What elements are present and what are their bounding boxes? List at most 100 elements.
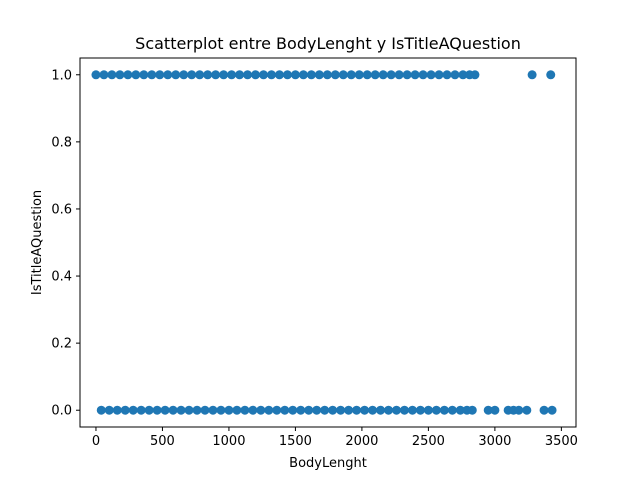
scatter-point <box>376 405 386 415</box>
y-tick-label: 0.4 <box>51 270 72 285</box>
scatter-point <box>322 70 332 80</box>
scatter-point <box>450 70 460 80</box>
scatter-point <box>386 70 396 80</box>
scatter-point <box>251 70 261 80</box>
scatter-point <box>139 70 149 80</box>
scatter-point <box>338 70 348 80</box>
scatter-point <box>163 70 173 80</box>
scatter-point <box>360 405 370 415</box>
scatter-point <box>415 405 425 415</box>
scatter-point <box>378 70 388 80</box>
x-tick-label: 2000 <box>345 434 378 449</box>
scatter-point <box>458 70 468 80</box>
scatter-point <box>99 70 109 80</box>
scatter-point <box>274 70 284 80</box>
scatter-point <box>490 405 500 415</box>
scatter-point <box>160 405 170 415</box>
scatter-point <box>147 70 157 80</box>
scatter-point <box>168 405 178 415</box>
scatter-point <box>288 405 298 415</box>
scatter-point <box>184 405 194 415</box>
scatter-point <box>402 70 412 80</box>
scatter-point <box>216 405 226 415</box>
x-tick-label: 0 <box>92 434 100 449</box>
scatter-point <box>112 405 122 415</box>
scatter-point <box>211 70 221 80</box>
scatter-point <box>336 405 346 415</box>
scatter-point <box>200 405 210 415</box>
scatter-point <box>104 405 114 415</box>
scatter-point <box>208 405 218 415</box>
scatter-point <box>243 70 253 80</box>
scatter-point <box>136 405 146 415</box>
scatter-point <box>115 70 125 80</box>
scatter-point <box>232 405 242 415</box>
scatter-point <box>171 70 181 80</box>
scatter-point <box>176 405 186 415</box>
scatter-point <box>264 405 274 415</box>
scatter-point <box>330 70 340 80</box>
scatter-point <box>418 70 428 80</box>
y-tick-label: 0.0 <box>51 404 72 419</box>
scatter-point <box>368 405 378 415</box>
x-tick-label: 3000 <box>478 434 511 449</box>
scatter-point <box>96 405 106 415</box>
scatter-point <box>298 70 308 80</box>
scatter-point <box>442 70 452 80</box>
x-axis: 0 500 1000 1500 2000 2500 3000 3500 <box>92 427 578 449</box>
scatter-point <box>123 70 133 80</box>
scatter-point <box>434 70 444 80</box>
scatter-point <box>272 405 282 415</box>
scatter-point <box>280 405 290 415</box>
scatter-point <box>467 405 477 415</box>
scatter-point <box>131 70 141 80</box>
scatter-point <box>447 405 457 415</box>
scatter-point <box>352 405 362 415</box>
scatter-point <box>248 405 258 415</box>
x-tick-label: 2500 <box>412 434 445 449</box>
y-tick-label: 1.0 <box>51 68 72 83</box>
scatter-point <box>439 405 449 415</box>
scatter-point <box>407 405 417 415</box>
scatter-point <box>522 405 532 415</box>
scatter-point <box>192 405 202 415</box>
y-tick-label: 0.2 <box>51 337 72 352</box>
x-tick-label: 1500 <box>279 434 312 449</box>
scatter-point <box>346 70 356 80</box>
scatter-point <box>547 405 557 415</box>
scatter-point <box>224 405 234 415</box>
scatter-point <box>306 70 316 80</box>
scatter-point <box>195 70 205 80</box>
scatter-point <box>354 70 364 80</box>
scatter-point <box>328 405 338 415</box>
x-axis-title: BodyLenght <box>289 456 367 471</box>
scatter-point <box>455 405 465 415</box>
x-tick-label: 500 <box>150 434 175 449</box>
x-tick-label: 3500 <box>545 434 578 449</box>
scatter-point <box>296 405 306 415</box>
scatter-point <box>304 405 314 415</box>
chart-title: Scatterplot entre BodyLenght y IsTitleAQ… <box>135 34 521 53</box>
x-tick-label: 1000 <box>212 434 245 449</box>
y-axis: 0.0 0.2 0.4 0.6 0.8 1.0 <box>51 68 80 419</box>
points-layer <box>91 70 557 415</box>
scatter-point <box>179 70 189 80</box>
scatter-point <box>290 70 300 80</box>
scatter-point <box>423 405 433 415</box>
scatter-point <box>312 405 322 415</box>
scatter-point <box>282 70 292 80</box>
scatter-point <box>391 405 401 415</box>
scatter-point <box>91 70 101 80</box>
scatter-point <box>107 70 117 80</box>
scatter-point <box>240 405 250 415</box>
scatter-point <box>120 405 130 415</box>
scatter-point <box>144 405 154 415</box>
scatter-point <box>128 405 138 415</box>
scatter-point <box>314 70 324 80</box>
scatter-point <box>266 70 276 80</box>
scatter-point <box>219 70 229 80</box>
scatter-point <box>155 70 165 80</box>
plot-frame <box>79 57 577 428</box>
scatter-point <box>546 70 556 80</box>
